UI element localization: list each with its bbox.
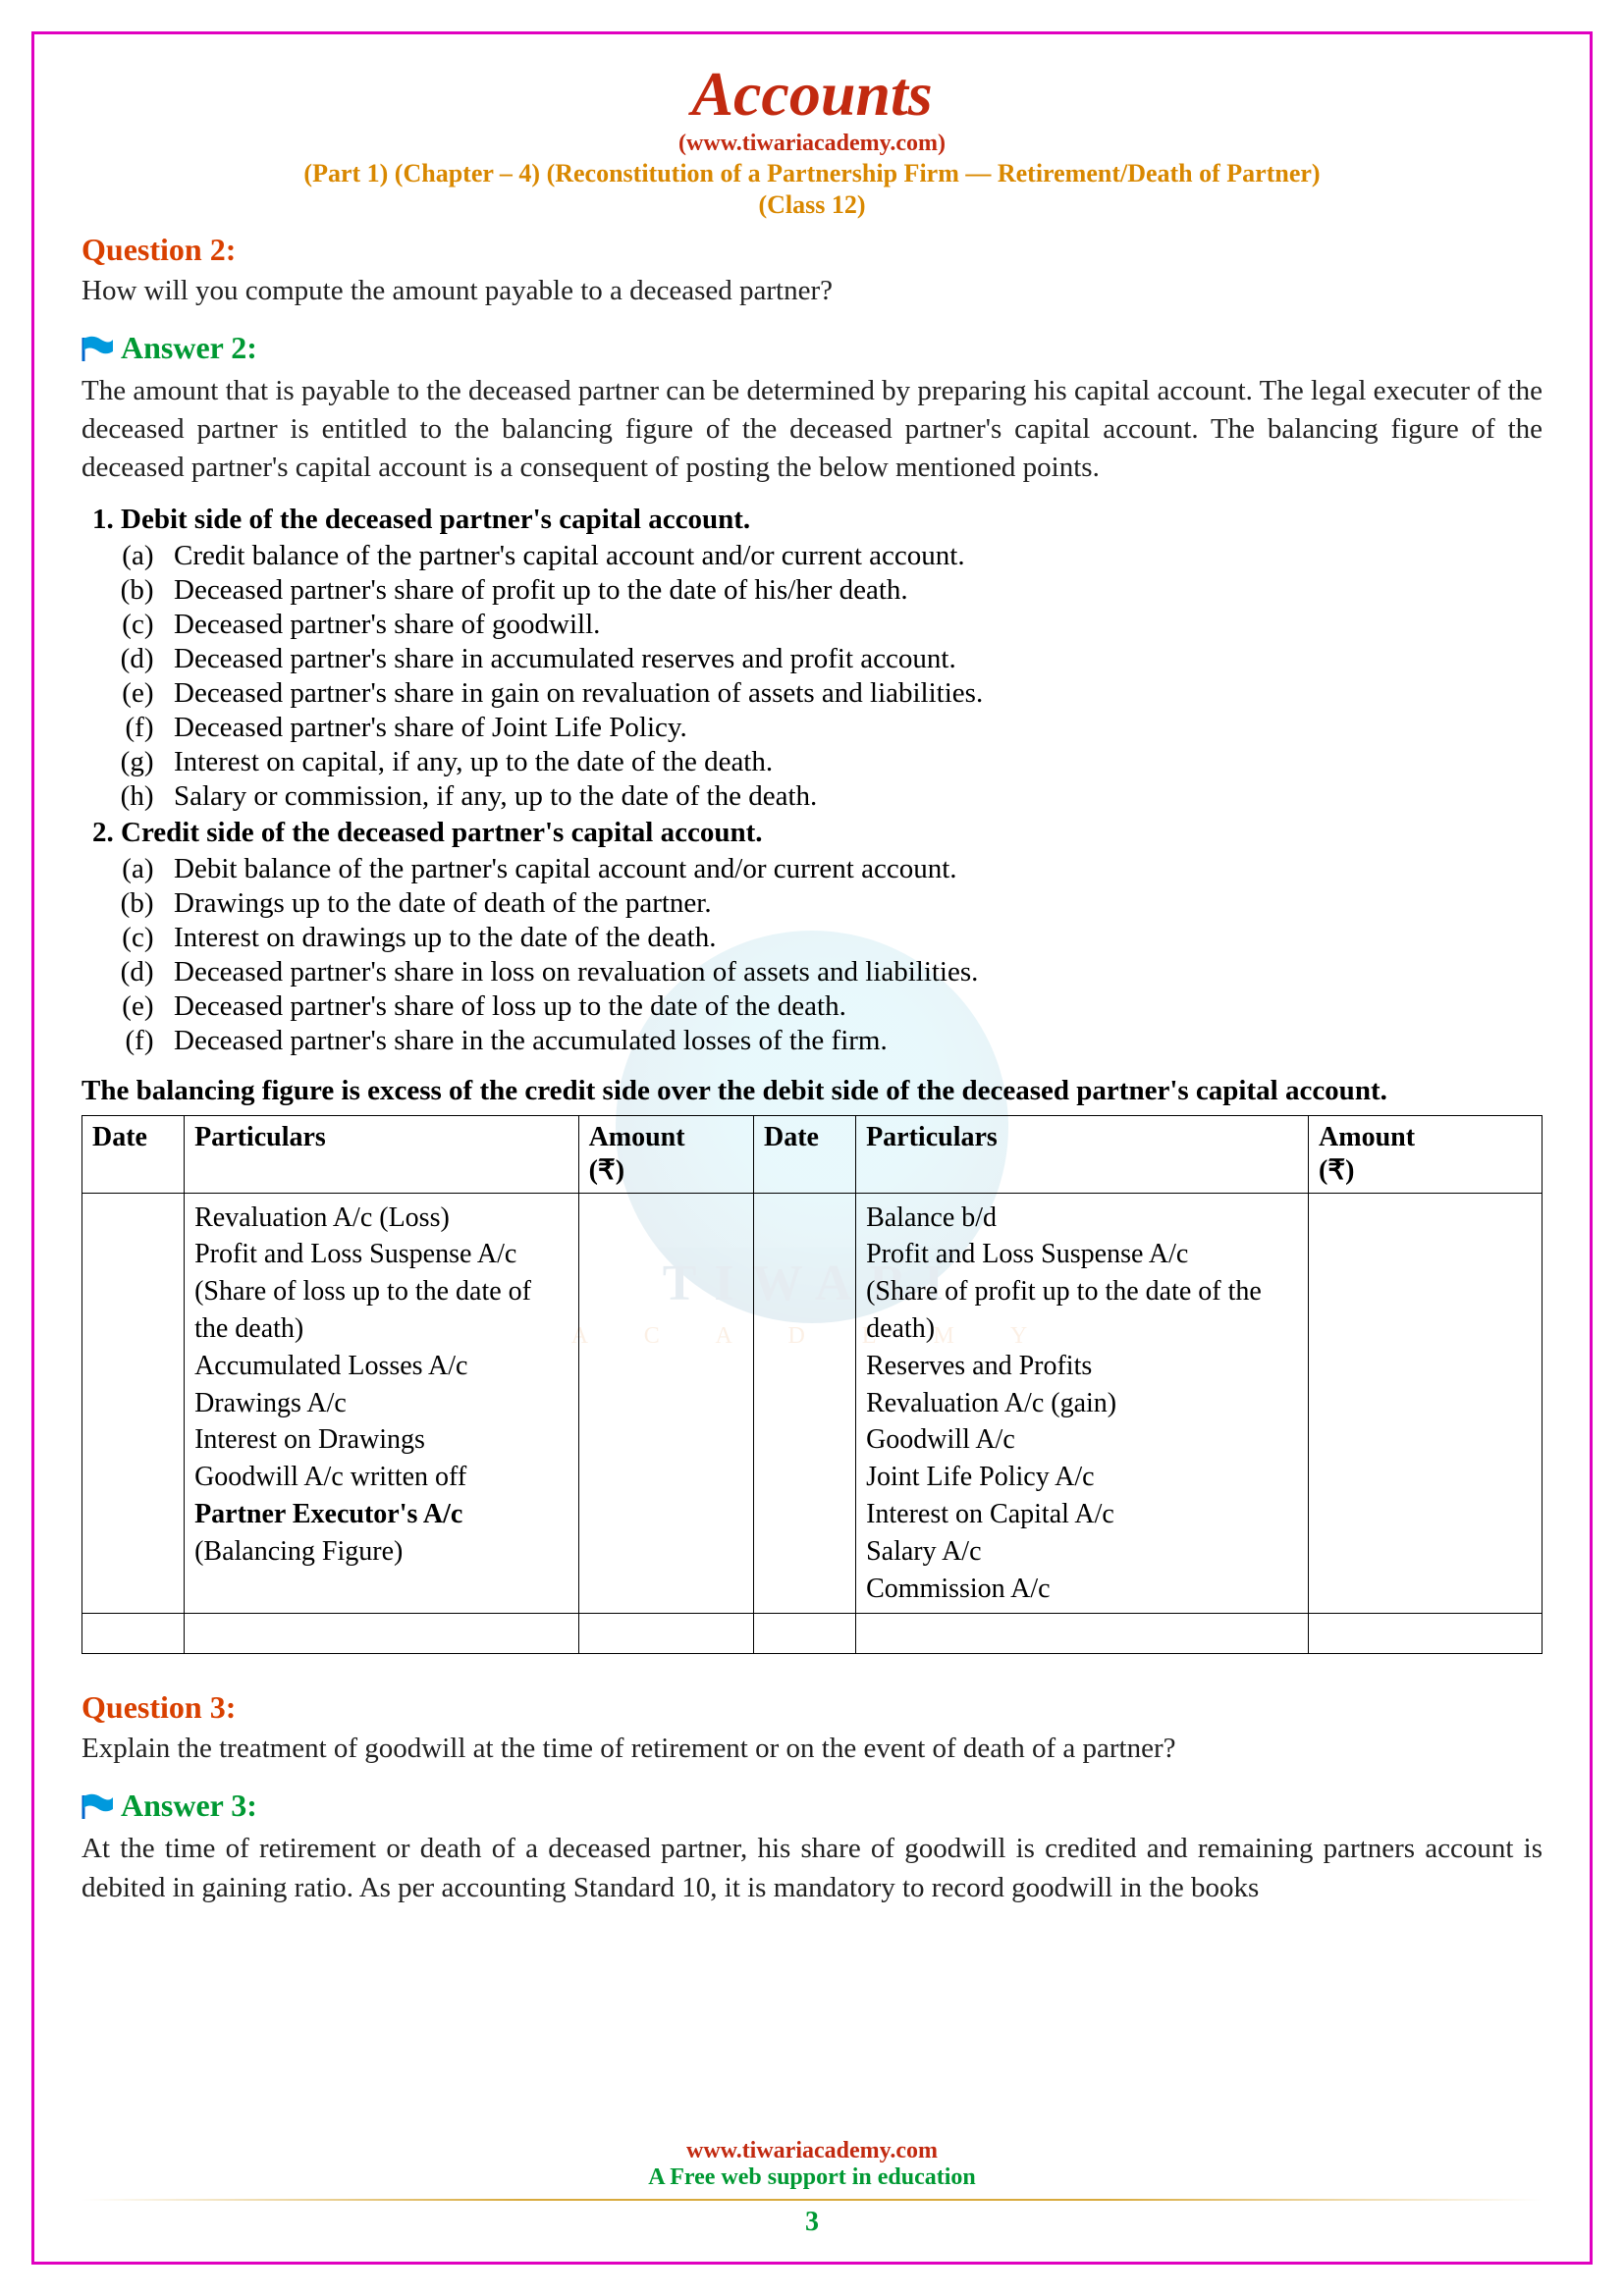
content-area: Accounts (www.tiwariacademy.com) (Part 1… — [81, 58, 1543, 1907]
question-2-text: How will you compute the amount payable … — [81, 272, 1543, 310]
doc-title: Accounts — [81, 58, 1543, 131]
table-total-row — [82, 1614, 1543, 1654]
list-1-items: Credit balance of the partner's capital … — [121, 540, 1543, 813]
page: TIWARI A C A D E M Y Accounts (www.tiwar… — [0, 0, 1624, 2296]
list-item: Drawings up to the date of death of the … — [168, 887, 1543, 920]
list-item: Deceased partner's share of profit up to… — [168, 574, 1543, 607]
list-item: Deceased partner's share in loss on reva… — [168, 956, 1543, 988]
list-item: Deceased partner's share of goodwill. — [168, 609, 1543, 641]
dr-particulars: Revaluation A/c (Loss) Profit and Loss S… — [185, 1193, 578, 1614]
table-header-row: Date Particulars Amount(₹) Date Particul… — [82, 1115, 1543, 1193]
col-amount-2: Amount(₹) — [1309, 1115, 1543, 1193]
page-frame: TIWARI A C A D E M Y Accounts (www.tiwar… — [31, 31, 1593, 2265]
footer-tagline: A Free web support in education — [81, 2164, 1543, 2191]
capital-account-table: Date Particulars Amount(₹) Date Particul… — [81, 1115, 1543, 1655]
answer-2-label: Answer 2: — [121, 330, 257, 366]
list-item: Interest on drawings up to the date of t… — [168, 922, 1543, 954]
col-date: Date — [82, 1115, 185, 1193]
answer-3-text: At the time of retirement or death of a … — [81, 1830, 1543, 1906]
list-heading-1: Debit side of the deceased partner's cap… — [121, 504, 1543, 813]
answer-3-label: Answer 3: — [121, 1788, 257, 1824]
col-date-2: Date — [754, 1115, 856, 1193]
footer-rule — [81, 2199, 1543, 2201]
list-item: Salary or commission, if any, up to the … — [168, 780, 1543, 813]
balancing-figure-line: The balancing figure is excess of the cr… — [81, 1075, 1543, 1107]
list-item: Debit balance of the partner's capital a… — [168, 853, 1543, 885]
doc-site-line: (www.tiwariacademy.com) — [81, 131, 1543, 157]
numbered-list: Debit side of the deceased partner's cap… — [81, 504, 1543, 1057]
list-item: Deceased partner's share of Joint Life P… — [168, 712, 1543, 744]
question-2-heading: Question 2: — [81, 232, 1543, 268]
col-particulars-2: Particulars — [856, 1115, 1309, 1193]
chapter-line: (Part 1) (Chapter – 4) (Reconstitution o… — [81, 159, 1543, 188]
list-item: Deceased partner's share in gain on reva… — [168, 677, 1543, 710]
list-heading-2: Credit side of the deceased partner's ca… — [121, 817, 1543, 1057]
page-footer: www.tiwariacademy.com A Free web support… — [81, 2138, 1543, 2238]
list-item: Deceased partner's share in the accumula… — [168, 1025, 1543, 1057]
list-item: Interest on capital, if any, up to the d… — [168, 746, 1543, 778]
col-particulars: Particulars — [185, 1115, 578, 1193]
answer-flag-icon — [81, 1792, 115, 1820]
cr-particulars: Balance b/d Profit and Loss Suspense A/c… — [856, 1193, 1309, 1614]
answer-2-heading: Answer 2: — [81, 330, 1543, 366]
answer-2-text: The amount that is payable to the deceas… — [81, 372, 1543, 487]
list-item: Deceased partner's share of loss up to t… — [168, 990, 1543, 1023]
class-line: (Class 12) — [81, 190, 1543, 220]
list-item: Credit balance of the partner's capital … — [168, 540, 1543, 572]
question-3-heading: Question 3: — [81, 1689, 1543, 1726]
page-number: 3 — [81, 2207, 1543, 2238]
table-row: Revaluation A/c (Loss) Profit and Loss S… — [82, 1193, 1543, 1614]
answer-flag-icon — [81, 335, 115, 362]
answer-3-heading: Answer 3: — [81, 1788, 1543, 1824]
list-item: Deceased partner's share in accumulated … — [168, 643, 1543, 675]
list-2-items: Debit balance of the partner's capital a… — [121, 853, 1543, 1057]
question-3-text: Explain the treatment of goodwill at the… — [81, 1730, 1543, 1768]
footer-link: www.tiwariacademy.com — [81, 2138, 1543, 2164]
col-amount: Amount(₹) — [578, 1115, 753, 1193]
